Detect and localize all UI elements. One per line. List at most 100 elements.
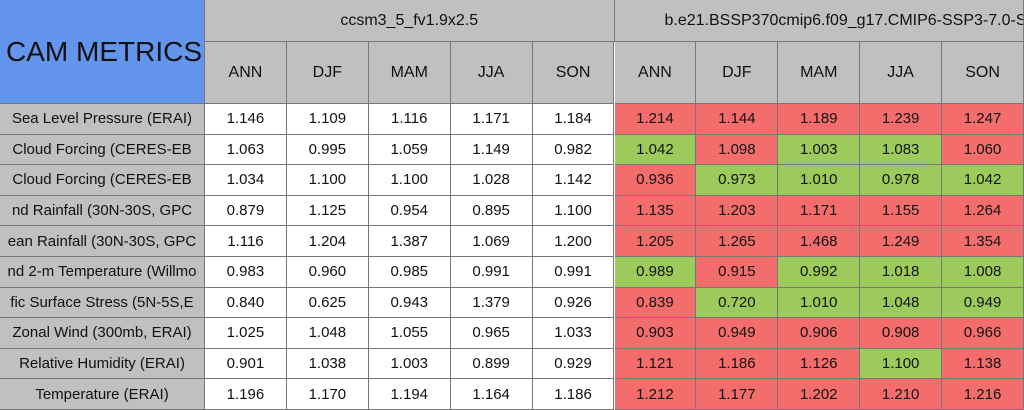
value-cell: 1.121 [614, 348, 697, 380]
row-label: Sea Level Pressure (ERAI) [0, 104, 205, 135]
value-cell: 0.895 [450, 195, 533, 227]
value-cell: 1.186 [532, 379, 615, 410]
value-cell: 1.144 [696, 104, 779, 135]
value-cell: 0.965 [450, 318, 533, 349]
value-cell: 1.033 [532, 318, 615, 349]
title: CAM METRICS [0, 0, 205, 104]
value-cell: 1.135 [614, 195, 697, 227]
row-label: Cloud Forcing (CERES-EB [0, 165, 205, 196]
value-cell: 0.720 [696, 287, 779, 319]
value-cell: 1.265 [696, 226, 779, 257]
value-cell: 1.189 [778, 104, 861, 135]
column-header: DJF [696, 42, 779, 104]
group-header: ccsm3_5_fv1.9x2.5 [205, 0, 615, 42]
value-cell: 1.194 [368, 379, 451, 410]
value-cell: 1.204 [286, 226, 369, 257]
value-cell: 1.010 [778, 165, 861, 196]
value-cell: 1.025 [205, 318, 287, 349]
value-cell: 1.149 [450, 134, 533, 166]
value-cell: 1.116 [368, 104, 451, 135]
value-cell: 1.059 [368, 134, 451, 166]
value-cell: 0.966 [942, 318, 1024, 349]
value-cell: 1.138 [942, 348, 1024, 380]
value-cell: 1.205 [614, 226, 697, 257]
row-label: nd 2-m Temperature (Willmo [0, 257, 205, 288]
value-cell: 1.055 [368, 318, 451, 349]
value-cell: 0.839 [614, 287, 697, 319]
value-cell: 1.387 [368, 226, 451, 257]
value-cell: 0.903 [614, 318, 697, 349]
value-cell: 1.171 [450, 104, 533, 135]
value-cell: 1.125 [286, 195, 369, 227]
column-header: SON [532, 42, 615, 104]
value-cell: 0.926 [532, 287, 615, 319]
value-cell: 1.100 [368, 165, 451, 196]
value-cell: 0.985 [368, 257, 451, 288]
value-cell: 0.982 [532, 134, 615, 166]
value-cell: 0.973 [696, 165, 779, 196]
value-cell: 0.899 [450, 348, 533, 380]
value-cell: 1.126 [778, 348, 861, 380]
value-cell: 0.901 [205, 348, 287, 380]
value-cell: 1.171 [778, 195, 861, 227]
value-cell: 1.008 [942, 257, 1024, 288]
value-cell: 0.840 [205, 287, 287, 319]
value-cell: 1.042 [614, 134, 697, 166]
value-cell: 1.083 [860, 134, 943, 166]
value-cell: 1.184 [532, 104, 615, 135]
value-cell: 0.943 [368, 287, 451, 319]
value-cell: 1.018 [860, 257, 943, 288]
value-cell: 1.202 [778, 379, 861, 410]
value-cell: 1.170 [286, 379, 369, 410]
value-cell: 1.034 [205, 165, 287, 196]
row-label: nd Rainfall (30N-30S, GPC [0, 195, 205, 227]
value-cell: 1.003 [778, 134, 861, 166]
value-cell: 1.186 [696, 348, 779, 380]
value-cell: 1.100 [860, 348, 943, 380]
value-cell: 1.247 [942, 104, 1024, 135]
value-cell: 0.989 [614, 257, 697, 288]
value-cell: 0.992 [778, 257, 861, 288]
value-cell: 1.100 [286, 165, 369, 196]
value-cell: 0.983 [205, 257, 287, 288]
value-cell: 0.906 [778, 318, 861, 349]
value-cell: 1.042 [942, 165, 1024, 196]
row-label: Cloud Forcing (CERES-EB [0, 134, 205, 166]
value-cell: 1.239 [860, 104, 943, 135]
value-cell: 1.146 [205, 104, 287, 135]
value-cell: 1.063 [205, 134, 287, 166]
value-cell: 1.210 [860, 379, 943, 410]
value-cell: 1.098 [696, 134, 779, 166]
value-cell: 1.060 [942, 134, 1024, 166]
value-cell: 0.960 [286, 257, 369, 288]
value-cell: 1.028 [450, 165, 533, 196]
value-cell: 1.177 [696, 379, 779, 410]
column-header: JJA [450, 42, 533, 104]
value-cell: 1.203 [696, 195, 779, 227]
value-cell: 0.949 [696, 318, 779, 349]
value-cell: 1.038 [286, 348, 369, 380]
value-cell: 1.048 [286, 318, 369, 349]
group-header: b.e21.BSSP370cmip6.f09_g17.CMIP6-SSP3-7.… [614, 0, 1024, 42]
row-label: fic Surface Stress (5N-5S,E [0, 287, 205, 319]
value-cell: 1.069 [450, 226, 533, 257]
value-cell: 1.109 [286, 104, 369, 135]
value-cell: 1.048 [860, 287, 943, 319]
value-cell: 1.155 [860, 195, 943, 227]
value-cell: 1.354 [942, 226, 1024, 257]
value-cell: 1.264 [942, 195, 1024, 227]
value-cell: 1.100 [532, 195, 615, 227]
column-header: MAM [368, 42, 451, 104]
column-header: MAM [778, 42, 861, 104]
value-cell: 1.212 [614, 379, 697, 410]
value-cell: 1.200 [532, 226, 615, 257]
value-cell: 1.003 [368, 348, 451, 380]
value-cell: 1.249 [860, 226, 943, 257]
value-cell: 1.142 [532, 165, 615, 196]
value-cell: 0.991 [450, 257, 533, 288]
value-cell: 0.978 [860, 165, 943, 196]
value-cell: 1.010 [778, 287, 861, 319]
value-cell: 0.991 [532, 257, 615, 288]
value-cell: 0.625 [286, 287, 369, 319]
